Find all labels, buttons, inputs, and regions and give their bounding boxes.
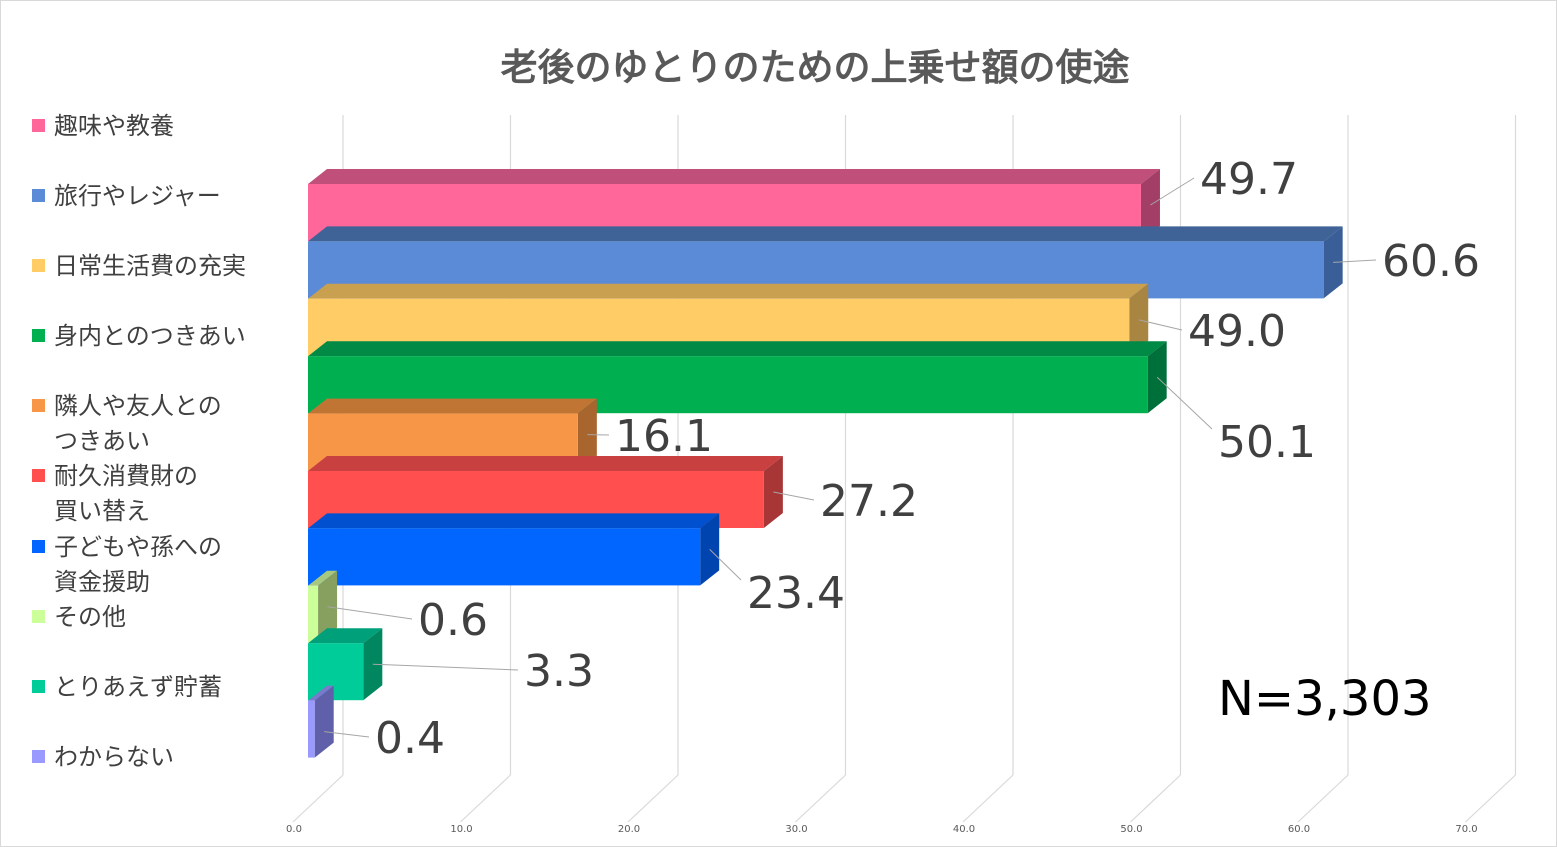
bar-top [308,513,720,529]
bar-side [314,685,334,758]
floor-gridline [795,774,846,823]
x-tick-label: 70.0 [1455,824,1477,835]
data-label: 49.0 [1188,306,1286,357]
legend-label: 買い替え [54,497,150,525]
sample-size-annotation: N=3,303 [1218,671,1432,727]
legend-label: 日常生活費の充実 [54,252,246,280]
leader-line [709,549,742,581]
floor-gridline [1465,774,1516,823]
bar-top [308,283,1149,299]
x-tick-label: 0.0 [286,824,302,835]
bar-top [308,628,383,644]
leader-line [773,491,815,501]
legend-swatch [32,540,45,553]
data-label: 49.7 [1200,154,1298,205]
bar-top [308,341,1167,357]
leader-line [1333,259,1377,263]
legend-label: その他 [54,603,126,631]
bar-top [308,570,338,586]
legend-swatch [32,329,45,342]
legend-label: つきあい [54,427,150,455]
leader-line [372,663,519,671]
leader-line [1138,319,1183,331]
legend-label: 資金援助 [54,568,150,596]
data-label: 23.4 [747,568,845,619]
x-tick-label: 30.0 [785,824,807,835]
leader-line [327,606,413,620]
data-label: 16.1 [615,411,713,462]
data-label: 60.6 [1382,236,1480,287]
x-tick-label: 60.0 [1288,824,1310,835]
data-label: 27.2 [820,476,918,527]
legend-swatch [32,259,45,272]
legend-swatch [32,119,45,132]
x-tick-label: 50.0 [1120,824,1142,835]
leader-line [1150,177,1195,206]
legend-label: 子どもや孫への [54,533,222,561]
floor-gridline [962,774,1014,823]
floor-gridline [1130,774,1181,823]
bar [308,528,701,586]
legend-label: 身内とのつきあい [54,322,246,350]
x-tick-label: 20.0 [618,824,640,835]
bar-top [308,685,334,701]
legend-swatch [32,680,45,693]
floor-gridline [1297,774,1349,823]
legend-label: とりあえず貯蓄 [54,673,222,701]
leader-line [1156,376,1213,430]
floor-gridline [460,774,511,823]
bar [308,643,364,701]
legend-swatch [32,189,45,202]
bar-top [308,398,597,414]
floor-gridline [627,774,679,823]
data-label: 50.1 [1218,417,1316,468]
legend-swatch [32,399,45,412]
bar [308,700,315,758]
x-tick-label: 40.0 [953,824,975,835]
bar-top [308,456,783,471]
x-tick-label: 10.0 [450,824,472,835]
legend-label: 趣味や教養 [54,112,174,140]
data-label: 3.3 [524,646,594,697]
bar [308,585,319,643]
chart-title: 老後のゆとりのための上乗せ額の使途 [501,46,1130,89]
bar-top [308,226,1343,242]
leader-line [324,731,370,738]
legend-label: 隣人や友人との [54,392,222,420]
legend-label: わからない [54,743,174,771]
floor-gridline [292,774,344,823]
legend-swatch [32,750,45,763]
legend-swatch [32,469,45,482]
legend-swatch [32,610,45,623]
data-label: 0.4 [375,713,445,764]
legend-label: 耐久消費財の [54,462,198,490]
legend-label: 旅行やレジャー [54,182,221,210]
data-label: 0.6 [418,595,488,646]
bar-top [308,169,1160,184]
